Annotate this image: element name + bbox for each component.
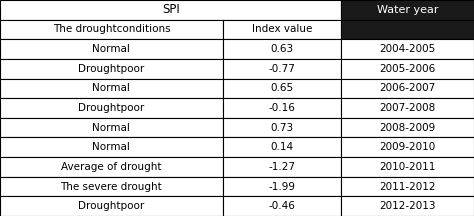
- Text: 2004-2005: 2004-2005: [380, 44, 436, 54]
- Text: Normal: Normal: [92, 123, 130, 133]
- Text: 2006-2007: 2006-2007: [380, 83, 436, 93]
- Bar: [223, 177, 341, 196]
- Text: 2007-2008: 2007-2008: [380, 103, 436, 113]
- Text: The severe drought: The severe drought: [61, 181, 162, 192]
- Bar: [223, 118, 341, 137]
- Bar: [223, 157, 341, 177]
- Bar: [0, 137, 223, 157]
- Text: Index value: Index value: [252, 24, 312, 35]
- Bar: [341, 0, 474, 20]
- Text: SPI: SPI: [162, 3, 180, 16]
- Text: Normal: Normal: [92, 44, 130, 54]
- Bar: [223, 137, 341, 157]
- Text: Droughtpoor: Droughtpoor: [78, 201, 145, 211]
- Text: 2005-2006: 2005-2006: [380, 64, 436, 74]
- Text: Normal: Normal: [92, 142, 130, 152]
- Bar: [223, 196, 341, 216]
- Bar: [341, 79, 474, 98]
- Text: 0.63: 0.63: [271, 44, 293, 54]
- Bar: [223, 20, 341, 39]
- Bar: [341, 196, 474, 216]
- Text: The droughtconditions: The droughtconditions: [53, 24, 170, 35]
- Bar: [0, 79, 223, 98]
- Text: 2010-2011: 2010-2011: [380, 162, 436, 172]
- Bar: [0, 196, 223, 216]
- Text: 2008-2009: 2008-2009: [380, 123, 436, 133]
- Text: -0.77: -0.77: [269, 64, 295, 74]
- Text: Droughtpoor: Droughtpoor: [78, 103, 145, 113]
- Bar: [0, 59, 223, 79]
- Text: -0.16: -0.16: [269, 103, 295, 113]
- Bar: [341, 98, 474, 118]
- Bar: [0, 39, 223, 59]
- Text: 0.14: 0.14: [271, 142, 293, 152]
- Text: -1.27: -1.27: [269, 162, 295, 172]
- Bar: [341, 137, 474, 157]
- Text: 2012-2013: 2012-2013: [379, 201, 436, 211]
- Bar: [341, 59, 474, 79]
- Bar: [0, 20, 223, 39]
- Bar: [0, 0, 341, 20]
- Text: 2009-2010: 2009-2010: [380, 142, 436, 152]
- Bar: [341, 118, 474, 137]
- Bar: [0, 177, 223, 196]
- Text: -1.99: -1.99: [269, 181, 295, 192]
- Bar: [341, 20, 474, 39]
- Text: 0.65: 0.65: [271, 83, 293, 93]
- Text: -0.46: -0.46: [269, 201, 295, 211]
- Bar: [223, 98, 341, 118]
- Bar: [0, 157, 223, 177]
- Bar: [341, 177, 474, 196]
- Bar: [0, 98, 223, 118]
- Bar: [223, 79, 341, 98]
- Text: 2011-2012: 2011-2012: [379, 181, 436, 192]
- Bar: [341, 39, 474, 59]
- Bar: [223, 59, 341, 79]
- Text: Water year: Water year: [377, 5, 438, 15]
- Bar: [223, 39, 341, 59]
- Text: Normal: Normal: [92, 83, 130, 93]
- Text: Droughtpoor: Droughtpoor: [78, 64, 145, 74]
- Bar: [0, 118, 223, 137]
- Text: 0.73: 0.73: [271, 123, 293, 133]
- Text: Average of drought: Average of drought: [61, 162, 162, 172]
- Bar: [341, 157, 474, 177]
